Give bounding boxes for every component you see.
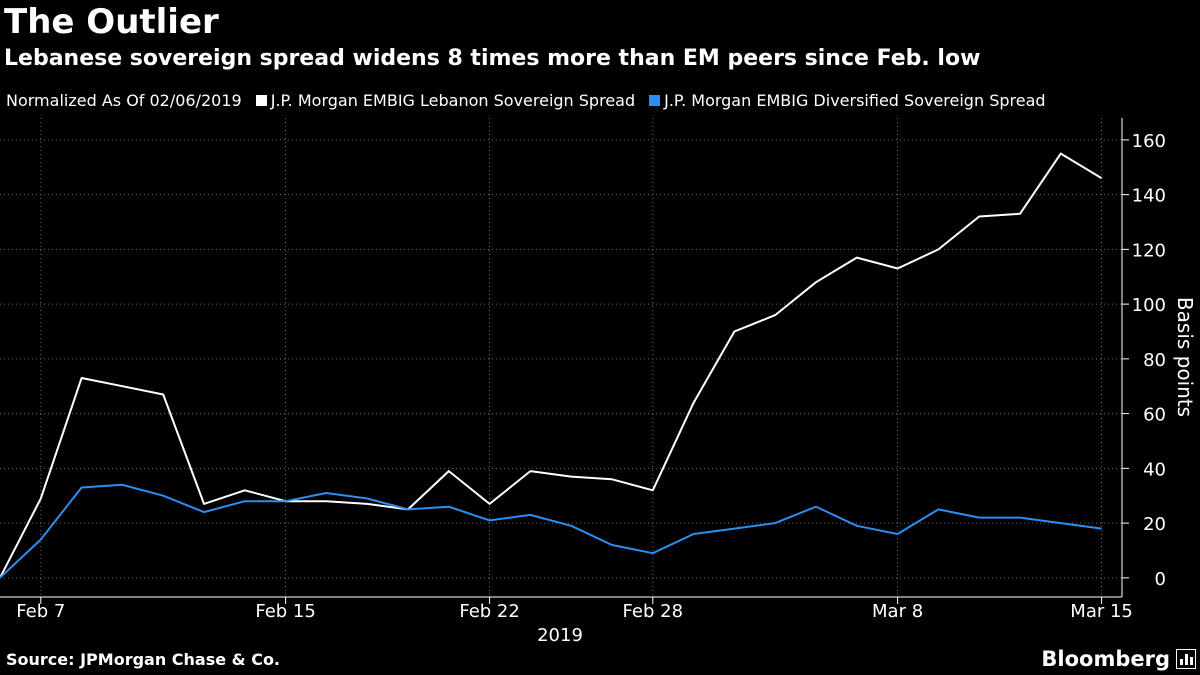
y-tick-label: 120 bbox=[1132, 240, 1166, 261]
legend-label-lebanon: J.P. Morgan EMBIG Lebanon Sovereign Spre… bbox=[270, 91, 636, 110]
y-tick-label: 0 bbox=[1155, 569, 1166, 590]
y-tick-label: 160 bbox=[1132, 131, 1166, 152]
y-tick-label: 40 bbox=[1143, 459, 1166, 480]
legend-swatch-lebanon bbox=[255, 95, 267, 106]
series-line-diversified bbox=[0, 483, 1102, 579]
x-tick-label: Feb 7 bbox=[16, 601, 65, 622]
y-tick-label: 100 bbox=[1132, 295, 1166, 316]
x-tick-label: Feb 22 bbox=[459, 601, 520, 622]
legend-swatch-diversified bbox=[649, 95, 661, 106]
legend-item-diversified: J.P. Morgan EMBIG Diversified Sovereign … bbox=[649, 91, 1046, 110]
source-note: Source: JPMorgan Chase & Co. bbox=[6, 650, 281, 669]
brand-name: Bloomberg bbox=[1041, 647, 1170, 671]
y-tick-label: 80 bbox=[1143, 350, 1166, 371]
bloomberg-bars-icon bbox=[1176, 649, 1196, 669]
chart-subtitle: Lebanese sovereign spread widens 8 times… bbox=[4, 46, 981, 71]
series-line-lebanon bbox=[0, 152, 1103, 579]
chart-title: The Outlier bbox=[4, 2, 219, 42]
brand-logo: Bloomberg bbox=[1041, 647, 1196, 671]
x-tick-label: Feb 15 bbox=[255, 601, 316, 622]
x-tick-label: Feb 28 bbox=[623, 601, 684, 622]
y-axis-label: Basis points bbox=[1173, 297, 1197, 417]
legend: Normalized As Of 02/06/2019 J.P. Morgan … bbox=[6, 91, 1046, 110]
x-tick-label: Mar 15 bbox=[1070, 601, 1133, 622]
y-tick-label: 140 bbox=[1132, 186, 1166, 207]
legend-label-diversified: J.P. Morgan EMBIG Diversified Sovereign … bbox=[664, 91, 1046, 110]
x-tick-label: Mar 8 bbox=[872, 601, 923, 622]
legend-item-lebanon: J.P. Morgan EMBIG Lebanon Sovereign Spre… bbox=[255, 91, 636, 110]
y-tick-label: 20 bbox=[1143, 514, 1166, 535]
y-tick-label: 60 bbox=[1143, 405, 1166, 426]
x-axis-year: 2019 bbox=[537, 625, 583, 646]
legend-note: Normalized As Of 02/06/2019 bbox=[6, 91, 242, 110]
